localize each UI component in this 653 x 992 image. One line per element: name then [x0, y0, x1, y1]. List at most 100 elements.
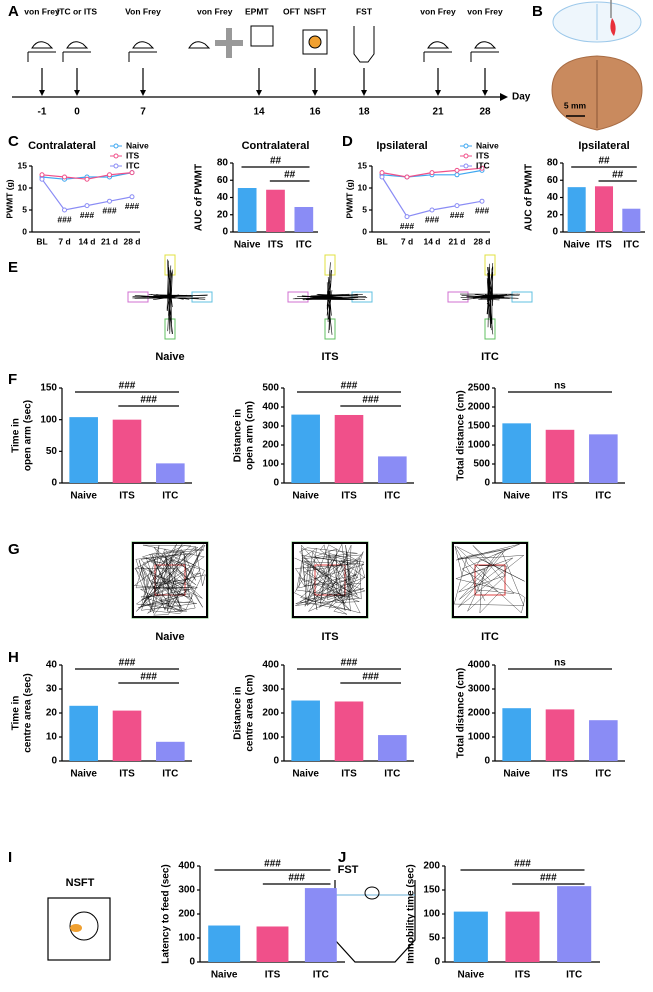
arena-border	[452, 542, 528, 618]
bar	[237, 188, 257, 232]
y-tick-label: 0	[222, 227, 228, 238]
timeline-axis-label: Day	[512, 92, 531, 103]
event-label: von Frey	[467, 6, 503, 16]
track-trace	[292, 262, 368, 335]
nsft-icon	[308, 35, 322, 49]
y-axis-label: Immobility time (sec)	[406, 864, 417, 963]
panel-letter: J	[338, 849, 346, 866]
x-tick-label: Naive	[503, 769, 530, 780]
y-tick-label: 300	[262, 684, 279, 695]
significance-label: ###	[119, 658, 136, 669]
bar	[567, 187, 586, 232]
y-tick-label: 200	[178, 909, 195, 920]
y-axis-label: open arm (cm)	[245, 401, 256, 470]
significance-label: ##	[612, 170, 624, 181]
legend-label: ITS	[476, 150, 490, 160]
track-trace	[132, 259, 208, 334]
y-axis-label: PWMT (g)	[344, 179, 354, 218]
y-tick-label: 500	[262, 383, 279, 394]
x-tick-label: Naive	[211, 970, 238, 981]
y-tick-label: 20	[217, 209, 229, 220]
x-tick-label: ITS	[596, 240, 612, 251]
annotation: ###	[425, 214, 439, 224]
y-tick-label: 1500	[468, 421, 491, 432]
bar	[378, 735, 407, 761]
significance-label: ##	[270, 156, 282, 167]
panel-letter: C	[8, 133, 19, 150]
bar	[453, 911, 488, 962]
series-marker	[479, 198, 485, 204]
y-tick-label: 1000	[468, 440, 491, 451]
panel-letter: B	[532, 3, 543, 20]
bar	[291, 414, 320, 483]
event-arrowhead	[140, 90, 146, 96]
track-label: Naive	[155, 631, 184, 643]
y-tick-label: 4000	[468, 660, 491, 671]
event-label: FST	[356, 6, 373, 16]
x-tick-label: 14 d	[78, 236, 95, 246]
y-axis-label: AUC of PWMT	[194, 164, 205, 231]
y-axis-label: Time in	[11, 696, 22, 731]
annotation: ###	[450, 210, 464, 220]
x-tick-label: ITS	[341, 769, 357, 780]
event-arrowhead	[74, 90, 80, 96]
y-axis-label: Time in	[11, 418, 22, 453]
bar	[378, 456, 407, 483]
significance-label: ###	[341, 658, 358, 669]
y-tick-label: 10	[358, 182, 368, 192]
annotation: ###	[80, 210, 94, 220]
x-tick-label: 14 d	[423, 236, 440, 246]
series-marker	[84, 203, 90, 209]
y-tick-label: 40	[46, 660, 58, 671]
series-marker	[129, 194, 135, 200]
chart-title: Contralateral	[28, 140, 96, 152]
day-label: 21	[432, 107, 444, 118]
x-tick-label: ITS	[265, 970, 281, 981]
bar	[334, 414, 364, 483]
legend-marker	[463, 153, 469, 159]
significance-label: ###	[341, 381, 358, 392]
event-label: NSFT	[304, 6, 327, 16]
chart-title: Ipsilateral	[376, 140, 427, 152]
x-tick-label: Naive	[292, 491, 319, 502]
event-label: von Frey	[24, 6, 60, 16]
x-tick-label: Naive	[70, 491, 97, 502]
y-tick-label: 300	[262, 421, 279, 432]
track-label: Naive	[155, 351, 184, 363]
panel-letter: A	[8, 3, 19, 20]
track-trace	[460, 263, 520, 335]
x-tick-label: ITC	[384, 491, 400, 502]
legend-marker	[113, 143, 119, 149]
y-tick-label: 100	[423, 909, 440, 920]
mouse-icon	[66, 41, 89, 49]
y-tick-label: 5	[362, 204, 367, 214]
x-tick-label: ITS	[552, 769, 568, 780]
event-label: Von Frey	[125, 6, 161, 16]
series-marker	[454, 167, 460, 173]
event-arrowhead	[256, 90, 262, 96]
y-tick-label: 150	[423, 885, 440, 896]
x-tick-label: ITS	[341, 491, 357, 502]
panel-letter: D	[342, 133, 353, 150]
chart-title: Ipsilateral	[578, 140, 629, 152]
bar	[156, 463, 185, 483]
y-axis-label: PWMT (g)	[4, 179, 14, 218]
y-tick-label: 60	[217, 175, 229, 186]
x-tick-label: 7 d	[58, 236, 70, 246]
timeline-arrowhead	[500, 93, 508, 101]
y-axis-label: Distance in	[233, 409, 244, 462]
y-tick-label: 10	[46, 732, 58, 743]
bar	[622, 208, 641, 232]
x-tick-label: ITS	[552, 491, 568, 502]
y-tick-label: 400	[262, 660, 279, 671]
series-marker	[107, 172, 112, 178]
arm-outline	[324, 254, 336, 276]
bar	[502, 708, 531, 761]
event-arrowhead	[39, 90, 45, 96]
day-label: 28	[479, 107, 491, 118]
legend-label: Naive	[476, 140, 499, 150]
significance-label: ###	[362, 395, 379, 406]
y-tick-label: 0	[484, 756, 490, 767]
y-tick-label: 200	[262, 708, 279, 719]
x-tick-label: 21 d	[448, 236, 465, 246]
